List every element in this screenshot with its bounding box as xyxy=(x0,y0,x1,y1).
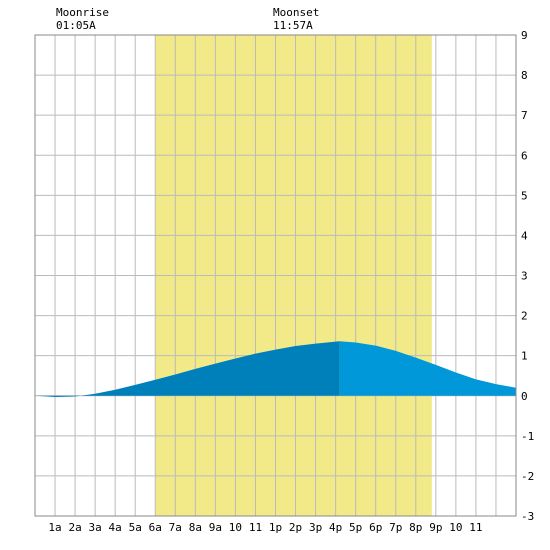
y-tick-label: -3 xyxy=(521,510,534,523)
x-tick-label: 5p xyxy=(349,521,362,534)
x-tick-label: 9a xyxy=(209,521,222,534)
y-tick-label: 4 xyxy=(521,229,528,242)
x-tick-label: 1a xyxy=(48,521,61,534)
x-tick-label: 9p xyxy=(429,521,442,534)
x-tick-label: 1p xyxy=(269,521,282,534)
x-tick-label: 11 xyxy=(469,521,482,534)
y-tick-label: 5 xyxy=(521,189,528,202)
y-tick-label: 7 xyxy=(521,109,528,122)
y-tick-label: 9 xyxy=(521,29,528,42)
y-tick-label: 2 xyxy=(521,310,528,323)
x-tick-label: 10 xyxy=(449,521,462,534)
y-tick-label: 8 xyxy=(521,69,528,82)
x-tick-label: 8p xyxy=(409,521,422,534)
y-tick-label: -2 xyxy=(521,470,534,483)
tide-area xyxy=(35,341,516,397)
moonrise-time: 01:05A xyxy=(56,19,96,32)
x-tick-label: 3p xyxy=(309,521,322,534)
x-tick-label: 5a xyxy=(129,521,142,534)
x-axis-ticks: 1a 2a 3a 4a 5a 6a 7a 8a 9a 10 11 1p 2p 3p 4p 5p 6p 7p 8p 9p… xyxy=(48,521,482,534)
x-tick-label: 8a xyxy=(189,521,202,534)
y-tick-label: 1 xyxy=(521,350,528,363)
tide-area-rising xyxy=(35,341,340,397)
y-tick-label: 6 xyxy=(521,149,528,162)
y-tick-label: 0 xyxy=(521,390,528,403)
moonset-label: Moonset xyxy=(273,6,319,19)
tide-area-falling xyxy=(339,341,516,396)
x-tick-label: 6p xyxy=(369,521,382,534)
y-tick-label: -1 xyxy=(521,430,534,443)
x-tick-label: 10 xyxy=(229,521,242,534)
x-tick-label: 2p xyxy=(289,521,302,534)
x-tick-label: 7a xyxy=(169,521,182,534)
x-tick-label: 7p xyxy=(389,521,402,534)
x-tick-label: 2a xyxy=(68,521,81,534)
moonset-time: 11:57A xyxy=(273,19,313,32)
y-tick-label: 3 xyxy=(521,270,528,283)
y-axis-ticks: 9 8 7 6 5 4 3 2 1 0 -1 -2 -3 xyxy=(521,29,534,523)
moonrise-label: Moonrise xyxy=(56,6,109,19)
x-tick-label: 6a xyxy=(149,521,162,534)
plot-frame xyxy=(34,34,517,517)
x-tick-label: 4a xyxy=(109,521,122,534)
x-tick-label: 11 xyxy=(249,521,262,534)
x-tick-label: 3a xyxy=(89,521,102,534)
x-tick-label: 4p xyxy=(329,521,342,534)
